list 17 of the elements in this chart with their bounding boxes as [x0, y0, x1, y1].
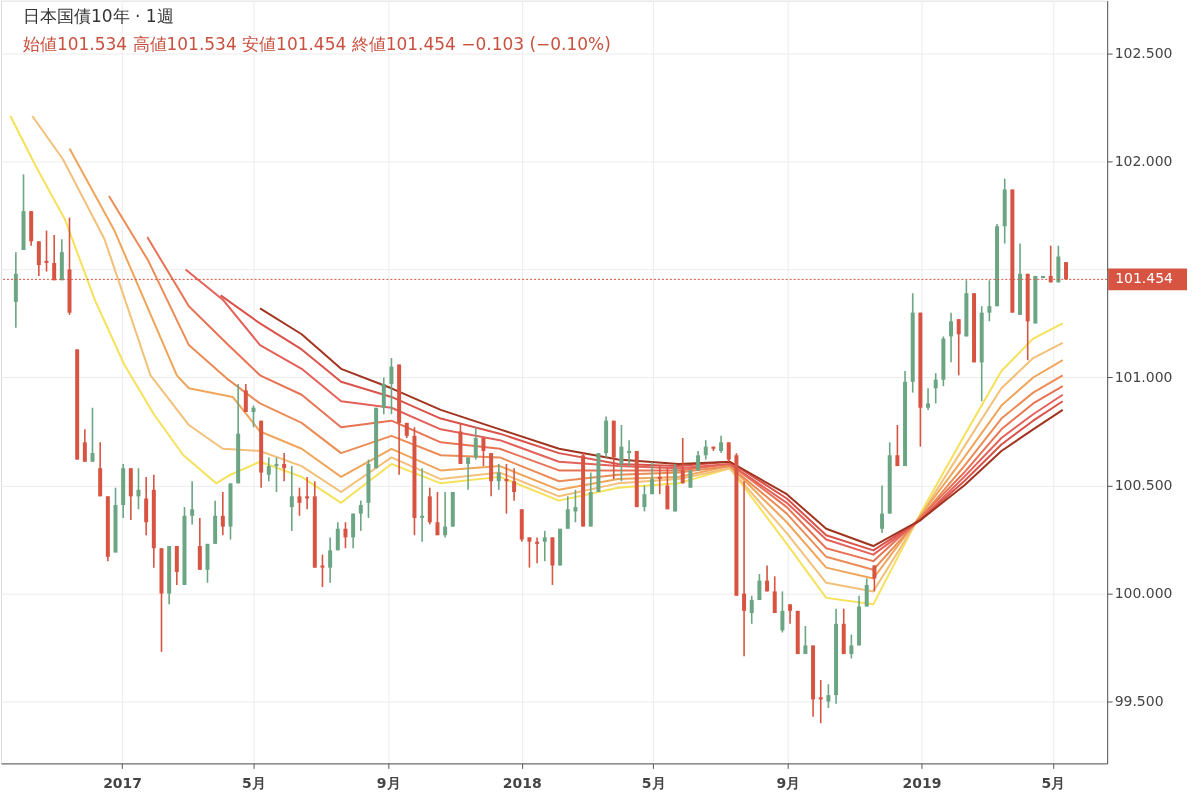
- x-tick-label: 2019: [902, 774, 942, 791]
- x-tick-label: 9月: [376, 774, 401, 791]
- chart-title: 日本国債10年 · 1週: [22, 5, 174, 26]
- y-tick-label: 100.500: [1114, 477, 1173, 494]
- y-tick-label: 102.000: [1114, 152, 1173, 169]
- x-tick-label: 5月: [641, 774, 666, 791]
- y-tick-label: 102.500: [1114, 44, 1173, 61]
- y-tick-label: 101.000: [1114, 368, 1173, 385]
- x-tick-label: 9月: [776, 774, 801, 791]
- x-tick-label: 2017: [103, 774, 143, 791]
- y-tick-label: 99.500: [1114, 693, 1164, 710]
- x-tick-label: 5月: [1041, 774, 1066, 791]
- x-tick-label: 5月: [242, 774, 266, 791]
- x-tick-label: 2018: [502, 774, 542, 791]
- annotation: 始値101.534 高値101.534 安値101.454 終値101.454 −0.103 (−0.10%): [22, 33, 611, 54]
- y-tick-label: 100.000: [1114, 585, 1173, 602]
- ref-line-label: 101.454: [1115, 270, 1174, 287]
